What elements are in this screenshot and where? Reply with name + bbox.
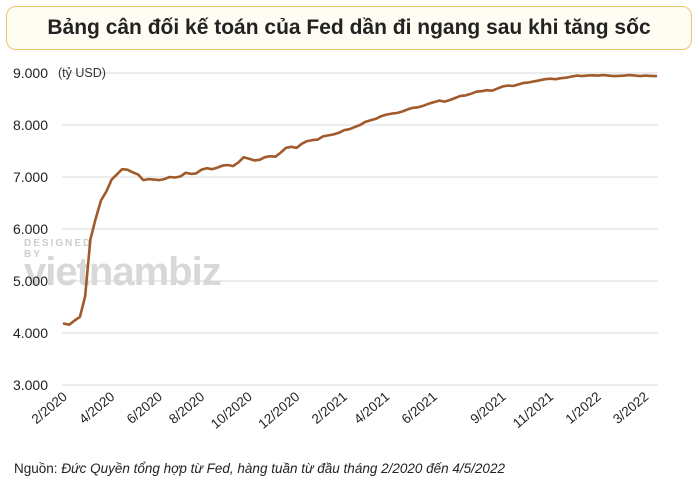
- x-tick-label: 4/2021: [351, 389, 392, 427]
- y-tick-label: 8.000: [13, 117, 48, 133]
- y-tick-label: 7.000: [13, 169, 48, 185]
- x-tick-label: 3/2022: [610, 389, 651, 427]
- line-chart: 3.000 4.000 5.000 6.000 7.000 8.000 9.000 2/20…: [13, 65, 658, 432]
- y-tick-label: 3.000: [13, 377, 48, 393]
- x-tick-label: 8/2020: [166, 389, 207, 427]
- source-label: Nguồn:: [14, 461, 58, 476]
- x-tick-label: 12/2020: [255, 389, 302, 432]
- y-tick-label: 4.000: [13, 325, 48, 341]
- y-tick-label: 6.000: [13, 221, 48, 237]
- gridlines: [62, 72, 658, 386]
- x-tick-label: 6/2020: [124, 389, 165, 427]
- x-tick-label: 6/2021: [399, 389, 440, 427]
- series-line: [62, 73, 658, 326]
- y-axis-ticks: 3.000 4.000 5.000 6.000 7.000 8.000 9.000: [13, 65, 48, 393]
- x-tick-label: 2/2020: [29, 389, 70, 427]
- x-tick-label: 2/2021: [309, 389, 350, 427]
- x-tick-label: 9/2021: [467, 389, 508, 427]
- x-tick-label: 10/2020: [208, 389, 255, 432]
- chart-title: Bảng cân đối kế toán của Fed dần đi ngan…: [47, 16, 651, 39]
- x-axis-ticks: 2/2020 4/2020 6/2020 8/2020 10/2020 12/2020 2/…: [29, 389, 652, 432]
- x-tick-label: 11/2021: [510, 389, 556, 431]
- x-tick-label: 1/2022: [563, 389, 604, 427]
- y-tick-label: 9.000: [13, 65, 48, 81]
- source-note: Nguồn: Đức Quyền tổng hợp từ Fed, hàng t…: [14, 461, 505, 476]
- y-tick-label: 5.000: [13, 273, 48, 289]
- chart-title-box: Bảng cân đối kế toán của Fed dần đi ngan…: [6, 6, 692, 50]
- source-text: Đức Quyền tổng hợp từ Fed, hàng tuần từ …: [61, 461, 505, 476]
- x-tick-label: 4/2020: [76, 389, 117, 427]
- y-axis-unit-label: (tỷ USD): [58, 66, 106, 80]
